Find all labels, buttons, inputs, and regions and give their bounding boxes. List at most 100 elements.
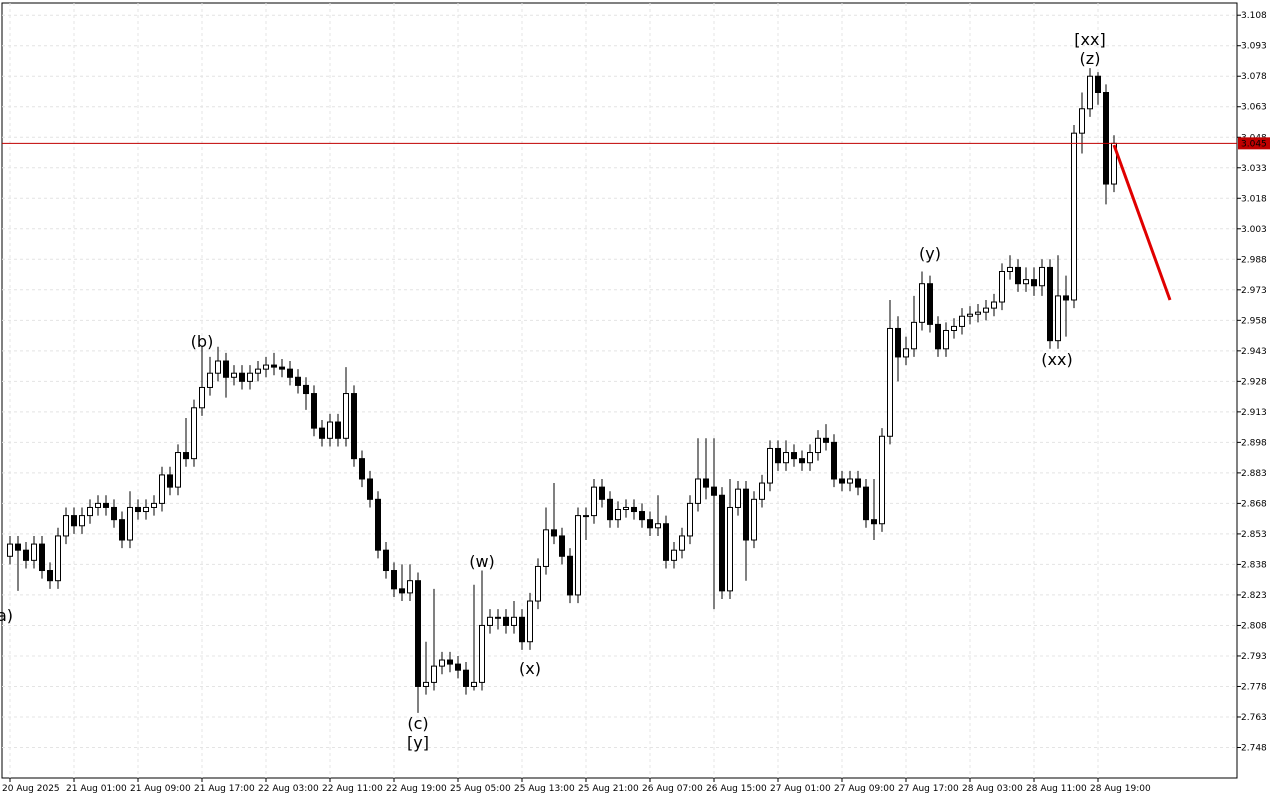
x-tick-label: 20 Aug 2025 (2, 784, 60, 794)
x-tick-label: 21 Aug 01:00 (66, 784, 127, 794)
candles (7, 68, 1117, 713)
x-tick-label: 22 Aug 03:00 (258, 784, 319, 794)
candle-body (927, 283, 933, 325)
candle-body (695, 478, 701, 504)
y-tick-label: 3.108 (1241, 11, 1267, 21)
candle-body (1063, 295, 1069, 301)
candle-body (879, 435, 885, 525)
candle-body (559, 535, 565, 557)
candle-body (343, 393, 349, 439)
candle-body (79, 515, 85, 527)
y-tick-label: 2.793 (1241, 652, 1267, 662)
candle-body (431, 665, 437, 683)
candle-body (551, 529, 557, 537)
x-tick-label: 21 Aug 17:00 (194, 784, 255, 794)
y-tick-label: 2.883 (1241, 469, 1267, 479)
candle-body (271, 364, 277, 368)
y-tick-label: 2.898 (1241, 438, 1267, 448)
candle-body (1079, 108, 1085, 134)
y-tick-label: 3.003 (1241, 225, 1267, 235)
wave-label: (z) (1080, 49, 1101, 68)
candle-body (631, 506, 637, 513)
candle-body (871, 519, 877, 525)
y-tick-label: 2.808 (1241, 621, 1267, 631)
candle-body (855, 478, 861, 488)
y-tick-label: 2.973 (1241, 286, 1267, 296)
forecast-arrow (1112, 144, 1172, 301)
y-tick-label: 2.928 (1241, 377, 1267, 387)
candle-body (471, 681, 477, 687)
candle-body (655, 523, 661, 529)
candle-body (599, 486, 605, 500)
wave-label: (b) (191, 332, 214, 351)
y-tick-label: 2.748 (1241, 743, 1267, 753)
y-tick-label: 2.913 (1241, 408, 1267, 418)
x-tick-label: 27 Aug 09:00 (834, 784, 895, 794)
candle-body (119, 519, 125, 541)
candle-body (935, 323, 941, 350)
candle-body (951, 325, 957, 331)
candle-body (159, 474, 165, 504)
candle-body (127, 506, 133, 541)
candle-body (311, 393, 317, 429)
candle-body (1031, 279, 1037, 287)
candle-body (783, 452, 789, 464)
candle-body (63, 515, 69, 537)
candle-body (1015, 266, 1021, 285)
candle-body (423, 681, 429, 687)
wave-label: (x) (519, 659, 541, 678)
candle-body (1047, 266, 1053, 342)
y-tick-label: 2.778 (1241, 682, 1267, 692)
wave-labels: a) (b) (c) [y] (w) (x) (y) (xx) (z) [xx] (0, 30, 1106, 752)
candle-body (183, 452, 189, 460)
candle-body (807, 452, 813, 464)
wave-label: (w) (469, 552, 495, 571)
candle-body (287, 368, 293, 378)
candle-body (815, 437, 821, 454)
x-tick-label: 25 Aug 13:00 (514, 784, 575, 794)
candle-body (191, 407, 197, 460)
y-tick-label: 2.763 (1241, 713, 1267, 723)
candle-body (887, 327, 893, 437)
x-tick-label: 22 Aug 19:00 (386, 784, 447, 794)
candle-body (39, 543, 45, 572)
current-price-tag (1238, 137, 1270, 150)
candle-body (639, 511, 645, 521)
candle-body (791, 452, 797, 460)
candle-body (647, 519, 653, 529)
y-tick-label: 2.943 (1241, 347, 1267, 357)
candle-body (207, 372, 213, 388)
candle-body (567, 555, 573, 596)
y-tick-label: 2.853 (1241, 530, 1267, 540)
candle-body (975, 311, 981, 315)
candle-body (359, 458, 365, 480)
candle-body (543, 529, 549, 567)
candle-body (263, 364, 269, 370)
candle-body (335, 421, 341, 439)
candle-body (775, 447, 781, 464)
candle-body (863, 486, 869, 521)
candle-body (375, 498, 381, 551)
candle-body (759, 482, 765, 500)
candle-body (455, 663, 461, 671)
y-tick-label: 3.063 (1241, 103, 1267, 113)
candle-body (687, 502, 693, 537)
candle-body (383, 549, 389, 572)
wave-label: a) (0, 606, 13, 625)
candle-body (103, 502, 109, 508)
y-tick-label: 2.823 (1241, 591, 1267, 601)
x-tick-label: 28 Aug 19:00 (1090, 784, 1151, 794)
candle-body (535, 565, 541, 602)
candle-body (327, 421, 333, 439)
candle-body (367, 478, 373, 500)
candle-body (415, 580, 421, 687)
candle-body (727, 506, 733, 592)
candle-body (703, 478, 709, 488)
candle-body (503, 616, 509, 626)
candle-body (623, 506, 629, 510)
candle-body (719, 494, 725, 592)
candle-body (983, 307, 989, 313)
candle-body (735, 488, 741, 508)
candle-body (487, 616, 493, 626)
